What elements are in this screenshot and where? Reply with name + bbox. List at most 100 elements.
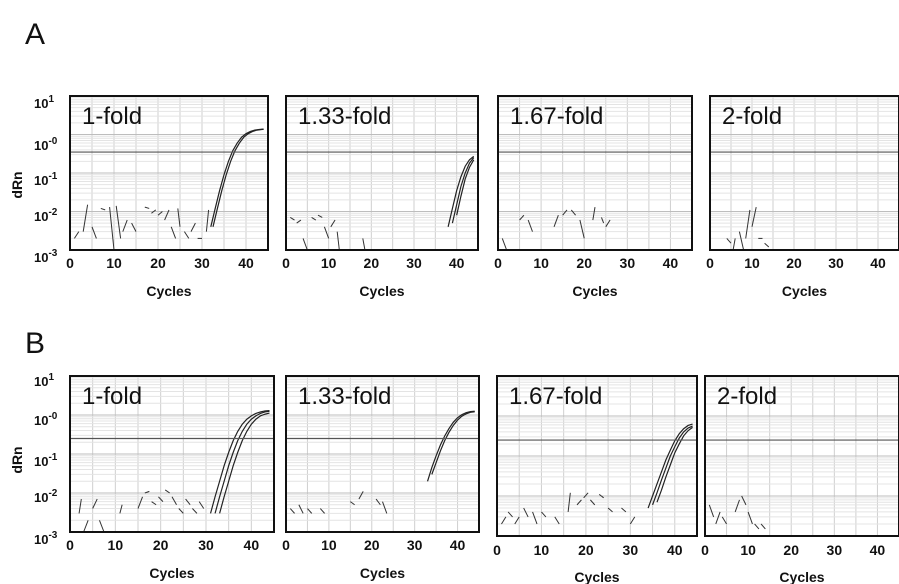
x-tick-label: 10 xyxy=(321,537,337,553)
plot-frame xyxy=(285,375,480,533)
amplification-curve-2 xyxy=(219,412,270,514)
y-tick-a-4: 10-3 xyxy=(34,248,58,265)
noise-segment-1 xyxy=(507,511,513,518)
x-axis-label: Cycles xyxy=(146,283,191,299)
x-tick-label: 10 xyxy=(744,255,760,271)
row-label-a: A xyxy=(25,18,45,51)
noise-segment-14 xyxy=(629,516,636,525)
amplification-curve-0 xyxy=(647,423,693,509)
row-label-b: B xyxy=(25,327,45,360)
noise-segment-9 xyxy=(164,489,171,494)
x-tick-label: 10 xyxy=(534,542,550,558)
x-tick-label: 20 xyxy=(364,255,380,271)
noise-segment-8 xyxy=(600,217,605,224)
x-tick-label: 30 xyxy=(406,255,422,271)
noise-segment-7 xyxy=(382,501,388,514)
noise-segment-1 xyxy=(519,214,525,221)
noise-segment-0 xyxy=(289,508,295,514)
amplification-curve-1 xyxy=(431,411,475,475)
noise-segment-4 xyxy=(741,495,747,506)
noise-segment-6 xyxy=(579,219,585,239)
noise-segment-6 xyxy=(554,516,560,525)
noise-segment-7 xyxy=(592,207,596,221)
noise-segment-4 xyxy=(317,214,323,218)
panel-label: 1.33-fold xyxy=(298,383,391,410)
noise-segment-10 xyxy=(157,211,163,216)
noise-segment-11 xyxy=(164,209,170,221)
panel-label: 1-fold xyxy=(82,383,142,410)
noise-segment-3 xyxy=(99,520,105,533)
noise-segment-8 xyxy=(362,238,366,251)
noise-segment-15 xyxy=(190,222,196,232)
noise-segment-12 xyxy=(185,498,191,506)
x-axis-label: Cycles xyxy=(360,565,405,581)
x-tick-label: 0 xyxy=(494,255,502,271)
noise-segment-6 xyxy=(144,490,150,494)
x-tick-label: 20 xyxy=(153,537,169,553)
noise-segment-0 xyxy=(73,231,80,239)
x-tick-label: 20 xyxy=(150,255,166,271)
noise-segment-0 xyxy=(290,217,295,221)
x-axis-label: Cycles xyxy=(782,283,827,299)
noise-segment-7 xyxy=(760,523,766,530)
noise-segment-7 xyxy=(336,231,340,251)
noise-segment-2 xyxy=(721,516,727,525)
amplification-curve-0 xyxy=(210,128,264,227)
panels: 1-fold 0 10 20 30 40 Cycles 1.33-fold 0 10 20 30 40 C… xyxy=(66,95,899,584)
noise-segment-11 xyxy=(598,493,604,499)
noise-segment-3 xyxy=(734,499,740,513)
amplification-curve-0 xyxy=(447,155,475,227)
noise-segment-5 xyxy=(323,226,330,239)
noise-segment-6 xyxy=(330,219,336,228)
x-tick-label: 30 xyxy=(407,537,423,553)
x-axis-label: Cycles xyxy=(779,569,824,584)
x-tick-label: 0 xyxy=(706,255,714,271)
amplification-curve-2 xyxy=(456,159,475,216)
x-tick-label: 10 xyxy=(533,255,549,271)
noise-segment-5 xyxy=(358,491,364,500)
chart-panel-5: 1.33-fold 0 10 20 30 40 Cycles xyxy=(282,375,480,581)
noise-segment-4 xyxy=(119,504,123,514)
x-tick-label: 20 xyxy=(786,255,802,271)
y-tick-a-2: 10-1 xyxy=(34,171,58,188)
noise-segment-6 xyxy=(122,219,128,232)
noise-segment-4 xyxy=(751,207,757,227)
y-tick-b-0: 101 xyxy=(34,372,54,389)
y-tick-b-2: 10-1 xyxy=(34,452,58,469)
noise-segment-3 xyxy=(100,207,106,211)
noise-segment-3 xyxy=(319,508,325,514)
x-tick-label: 20 xyxy=(578,542,594,558)
x-tick-label: 0 xyxy=(282,255,290,271)
noise-segment-1 xyxy=(83,520,89,533)
amplification-curve-1 xyxy=(214,410,270,514)
x-tick-label: 40 xyxy=(870,255,886,271)
noise-segment-9 xyxy=(605,219,611,228)
x-tick-label: 20 xyxy=(576,255,592,271)
noise-segment-10 xyxy=(171,496,177,505)
x-tick-label: 10 xyxy=(321,255,337,271)
noise-segment-4 xyxy=(532,511,538,525)
noise-segment-12 xyxy=(170,226,177,239)
noise-segment-0 xyxy=(78,498,82,514)
noise-segment-4 xyxy=(562,209,568,216)
noise-segment-4 xyxy=(109,207,115,251)
y-tick-a-1: 10-0 xyxy=(34,136,58,153)
y-axis-label-b: dRn xyxy=(9,446,25,473)
plot-frame xyxy=(69,375,275,533)
panel-label: 2-fold xyxy=(722,103,782,130)
noise-segment-12 xyxy=(607,507,613,513)
noise-segment-0 xyxy=(501,516,507,525)
x-tick-label: 0 xyxy=(493,542,501,558)
noise-segment-1 xyxy=(298,504,304,514)
noise-segment-11 xyxy=(178,508,184,514)
noise-segment-2 xyxy=(307,508,313,514)
noise-segment-1 xyxy=(296,219,302,224)
noise-segment-7 xyxy=(567,492,571,512)
amplification-curve-0 xyxy=(209,409,270,514)
noise-segment-0 xyxy=(501,238,508,251)
y-ticks-b: 101 10-0 10-1 10-2 10-3 xyxy=(34,372,58,547)
x-tick-label: 30 xyxy=(620,255,636,271)
x-axis-label: Cycles xyxy=(359,283,404,299)
panel-label: 1.33-fold xyxy=(298,103,391,130)
panel-label: 1.67-fold xyxy=(510,103,603,130)
